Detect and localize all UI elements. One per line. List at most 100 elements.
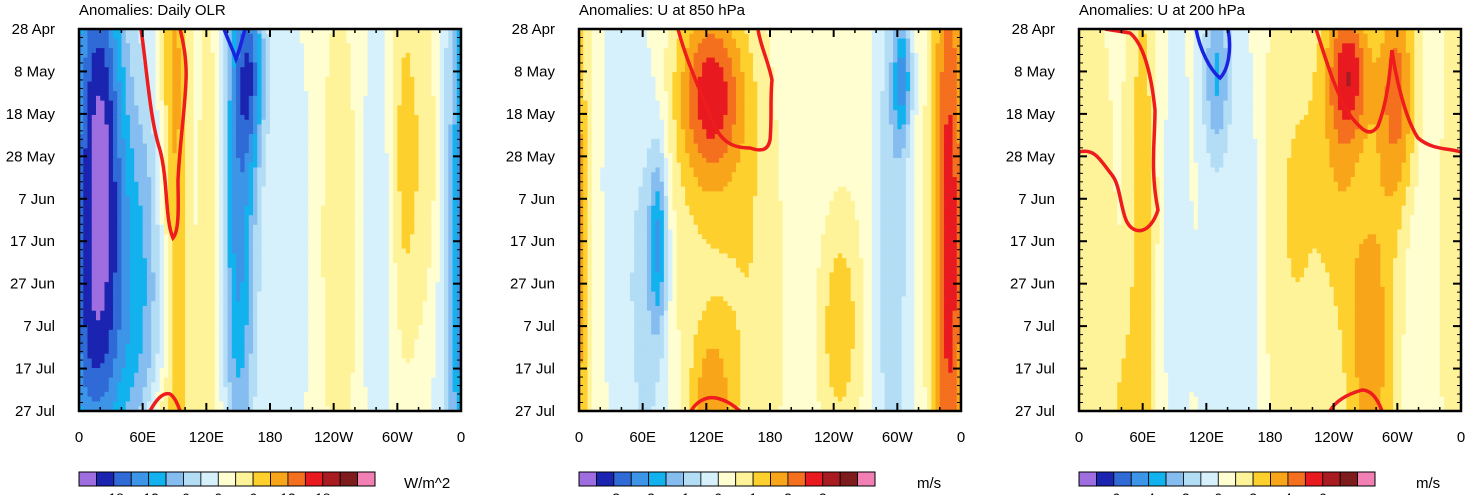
- heatmap-cell: [185, 43, 190, 49]
- heatmap-cell: [427, 181, 432, 188]
- heatmap-cell: [155, 262, 161, 269]
- heatmap-cell: [236, 196, 241, 202]
- heatmap-cell: [274, 272, 280, 278]
- heatmap-cell: [367, 33, 373, 40]
- heatmap-cell: [261, 215, 267, 221]
- heatmap-cell: [359, 243, 364, 250]
- heatmap-cell: [295, 234, 301, 240]
- heatmap-cell: [448, 172, 454, 178]
- heatmap-cell: [286, 272, 292, 278]
- heatmap-cell: [337, 86, 343, 92]
- heatmap-cell: [308, 157, 314, 164]
- heatmap-cell: [240, 196, 246, 202]
- heatmap-cell: [282, 282, 288, 288]
- heatmap-cell: [363, 91, 369, 97]
- heatmap-cell: [244, 43, 250, 49]
- heatmap-cell: [414, 253, 420, 259]
- heatmap-cell: [286, 105, 292, 111]
- heatmap-cell: [240, 124, 246, 130]
- heatmap-cell: [108, 220, 114, 226]
- heatmap-cell: [414, 62, 420, 68]
- heatmap-cell: [117, 234, 123, 240]
- heatmap-cell: [388, 129, 394, 135]
- heatmap-cell: [299, 71, 305, 78]
- heatmap-cell: [261, 57, 267, 64]
- heatmap-cell: [286, 76, 292, 83]
- heatmap-cell: [223, 148, 229, 154]
- heatmap-cell: [329, 243, 335, 250]
- heatmap-cell: [295, 62, 301, 68]
- heatmap-cell: [129, 95, 135, 102]
- heatmap-cell: [388, 282, 394, 288]
- heatmap-cell: [121, 81, 127, 87]
- heatmap-cell: [393, 153, 398, 159]
- heatmap-cell: [316, 243, 322, 250]
- heatmap-cell: [346, 234, 352, 240]
- heatmap-cell: [202, 239, 207, 245]
- heatmap-cell: [431, 234, 437, 240]
- heatmap-cell: [439, 95, 445, 102]
- heatmap-cell: [244, 248, 250, 255]
- heatmap-cell: [329, 177, 335, 183]
- heatmap-cell: [265, 33, 271, 40]
- heatmap-cell: [376, 205, 381, 212]
- heatmap-cell: [180, 81, 186, 87]
- heatmap-cell: [95, 172, 101, 178]
- heatmap-cell: [100, 191, 106, 197]
- heatmap-cell: [286, 267, 292, 274]
- heatmap-cell: [270, 229, 275, 235]
- heatmap-cell: [439, 48, 445, 54]
- heatmap-cell: [359, 239, 364, 245]
- heatmap-cell: [168, 267, 173, 274]
- heatmap-cell: [380, 239, 386, 245]
- heatmap-cell: [248, 243, 254, 250]
- heatmap-cell: [257, 229, 263, 235]
- heatmap-cell: [376, 134, 381, 140]
- heatmap-cell: [117, 48, 123, 54]
- heatmap-cell: [418, 215, 424, 221]
- heatmap-cell: [286, 210, 292, 216]
- heatmap-cell: [308, 91, 314, 97]
- heatmap-cell: [316, 91, 322, 97]
- heatmap-cell: [117, 67, 123, 73]
- heatmap-cell: [384, 200, 390, 207]
- heatmap-cell: [367, 229, 373, 235]
- heatmap-cell: [104, 62, 110, 68]
- heatmap-cell: [193, 167, 199, 173]
- heatmap-cell: [138, 48, 144, 54]
- heatmap-cell: [202, 71, 207, 78]
- heatmap-cell: [112, 134, 118, 140]
- heatmap-cell: [231, 143, 237, 149]
- heatmap-cell: [316, 129, 322, 135]
- heatmap-cell: [193, 110, 199, 116]
- heatmap-cell: [100, 38, 106, 44]
- heatmap-cell: [354, 114, 360, 121]
- heatmap-cell: [236, 229, 241, 235]
- heatmap-cell: [274, 239, 280, 245]
- heatmap-cell: [202, 138, 207, 145]
- heatmap-cell: [439, 57, 445, 64]
- heatmap-cell: [189, 239, 195, 245]
- heatmap-cell: [112, 48, 118, 54]
- heatmap-cell: [100, 67, 106, 73]
- heatmap-cell: [159, 215, 165, 221]
- heatmap-cell: [100, 286, 106, 293]
- heatmap-cell: [151, 200, 156, 207]
- heatmap-cell: [117, 253, 123, 259]
- heatmap-cell: [388, 286, 394, 293]
- heatmap-cell: [193, 119, 199, 126]
- heatmap-cell: [180, 191, 186, 197]
- heatmap-cell: [91, 167, 97, 173]
- heatmap-cell: [354, 248, 360, 255]
- heatmap-cell: [95, 129, 101, 135]
- heatmap-cell: [308, 138, 314, 145]
- heatmap-cell: [206, 48, 212, 54]
- heatmap-cell: [248, 100, 254, 107]
- heatmap-cell: [253, 210, 258, 216]
- heatmap-cell: [112, 200, 118, 207]
- heatmap-cell: [261, 67, 267, 73]
- heatmap-cell: [87, 258, 93, 264]
- heatmap-cell: [151, 243, 156, 250]
- heatmap-cell: [134, 167, 140, 173]
- heatmap-cell: [240, 205, 246, 212]
